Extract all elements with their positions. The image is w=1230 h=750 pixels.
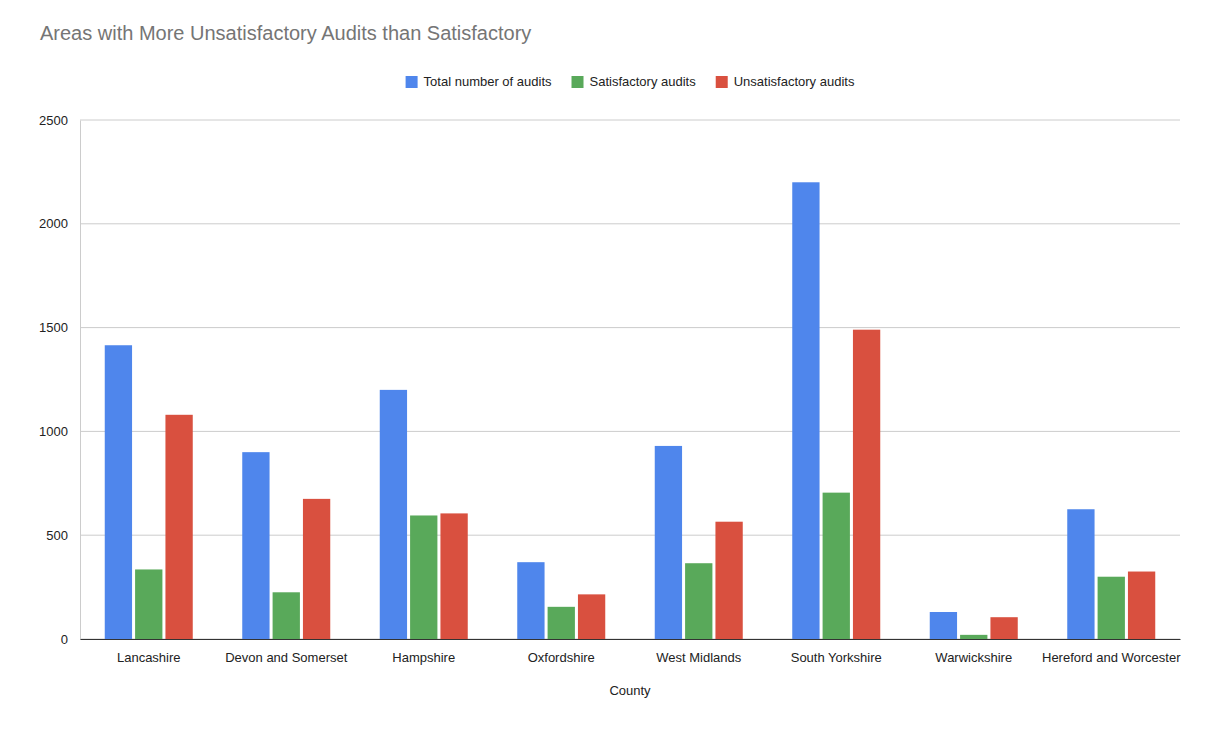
bar	[960, 635, 987, 639]
bar	[823, 493, 850, 639]
x-tick-label: Lancashire	[117, 650, 181, 665]
legend-label: Satisfactory audits	[590, 74, 697, 89]
y-tick-label: 1000	[39, 424, 68, 439]
legend-item: Total number of audits	[406, 74, 552, 89]
x-tick: Warwickshire	[935, 639, 1012, 665]
bar	[1067, 509, 1094, 639]
bar	[853, 330, 880, 639]
bars	[105, 182, 1156, 639]
y-tick: 2500	[39, 113, 80, 128]
x-tick-label: Oxfordshire	[528, 650, 595, 665]
y-tick: 2000	[39, 216, 80, 231]
bar	[105, 345, 132, 639]
bar	[578, 594, 605, 639]
y-tick: 0	[61, 632, 80, 647]
grid-line	[80, 223, 1180, 224]
legend: Total number of audits Satisfactory audit…	[406, 74, 855, 89]
x-tick: Devon and Somerset	[225, 639, 348, 665]
chart: Areas with More Unsatisfactory Audits th…	[0, 0, 1230, 750]
x-tick: Lancashire	[117, 639, 181, 665]
legend-swatch	[406, 76, 418, 88]
grid	[80, 120, 1180, 639]
y-axis: 0 500 1000 1500 2000 2500	[39, 113, 80, 647]
y-tick-label: 2500	[39, 113, 68, 128]
grid-line	[80, 327, 1180, 328]
bar	[990, 617, 1017, 639]
x-tick: Oxfordshire	[528, 639, 595, 665]
legend-item: Unsatisfactory audits	[716, 74, 855, 89]
bar	[135, 569, 162, 639]
plot: 0 500 1000 1500 2000 2500 Lancashire Devon and …	[39, 113, 1181, 666]
x-tick-label: West Midlands	[656, 650, 742, 665]
y-tick: 500	[46, 528, 80, 543]
bar	[685, 563, 712, 639]
grid-line	[80, 431, 1180, 432]
bar	[380, 390, 407, 639]
bar	[1128, 572, 1155, 639]
bar	[165, 415, 192, 639]
x-axis: Lancashire Devon and Somerset Hampshire Oxf…	[81, 639, 1182, 665]
x-tick-label: Devon and Somerset	[225, 650, 348, 665]
y-tick-label: 500	[46, 528, 68, 543]
x-tick-label: Hampshire	[392, 650, 455, 665]
bar	[1098, 577, 1125, 639]
x-tick-label: South Yorkshire	[791, 650, 882, 665]
y-tick-label: 0	[61, 632, 68, 647]
y-tick: 1000	[39, 424, 80, 439]
x-tick: Hampshire	[392, 639, 455, 665]
x-axis-title: County	[609, 683, 651, 698]
bar	[792, 182, 819, 639]
bar	[930, 612, 957, 639]
series	[135, 493, 1125, 639]
y-tick: 1500	[39, 320, 80, 335]
x-tick: West Midlands	[656, 639, 742, 665]
x-tick-label: Hereford and Worcester	[1042, 650, 1181, 665]
x-tick: South Yorkshire	[791, 639, 882, 665]
title: Areas with More Unsatisfactory Audits th…	[40, 22, 531, 44]
bar	[715, 522, 742, 639]
y-axis-line	[80, 121, 81, 640]
series	[165, 330, 1155, 639]
series	[105, 182, 1095, 639]
bar	[273, 592, 300, 639]
y-tick-label: 1500	[39, 320, 68, 335]
bar	[548, 607, 575, 639]
grid-line	[80, 120, 1180, 121]
y-tick-label: 2000	[39, 216, 68, 231]
bar	[655, 446, 682, 639]
x-tick: Hereford and Worcester	[1042, 639, 1181, 665]
bar	[440, 513, 467, 639]
x-tick-label: Warwickshire	[935, 650, 1012, 665]
bar	[303, 499, 330, 639]
legend-label: Unsatisfactory audits	[734, 74, 855, 89]
bar	[410, 515, 437, 639]
legend-swatch	[572, 76, 584, 88]
legend-swatch	[716, 76, 728, 88]
x-axis-line	[81, 639, 1181, 640]
legend-label: Total number of audits	[424, 74, 552, 89]
legend-item: Satisfactory audits	[572, 74, 697, 89]
bar	[517, 562, 544, 639]
bar	[242, 452, 269, 639]
